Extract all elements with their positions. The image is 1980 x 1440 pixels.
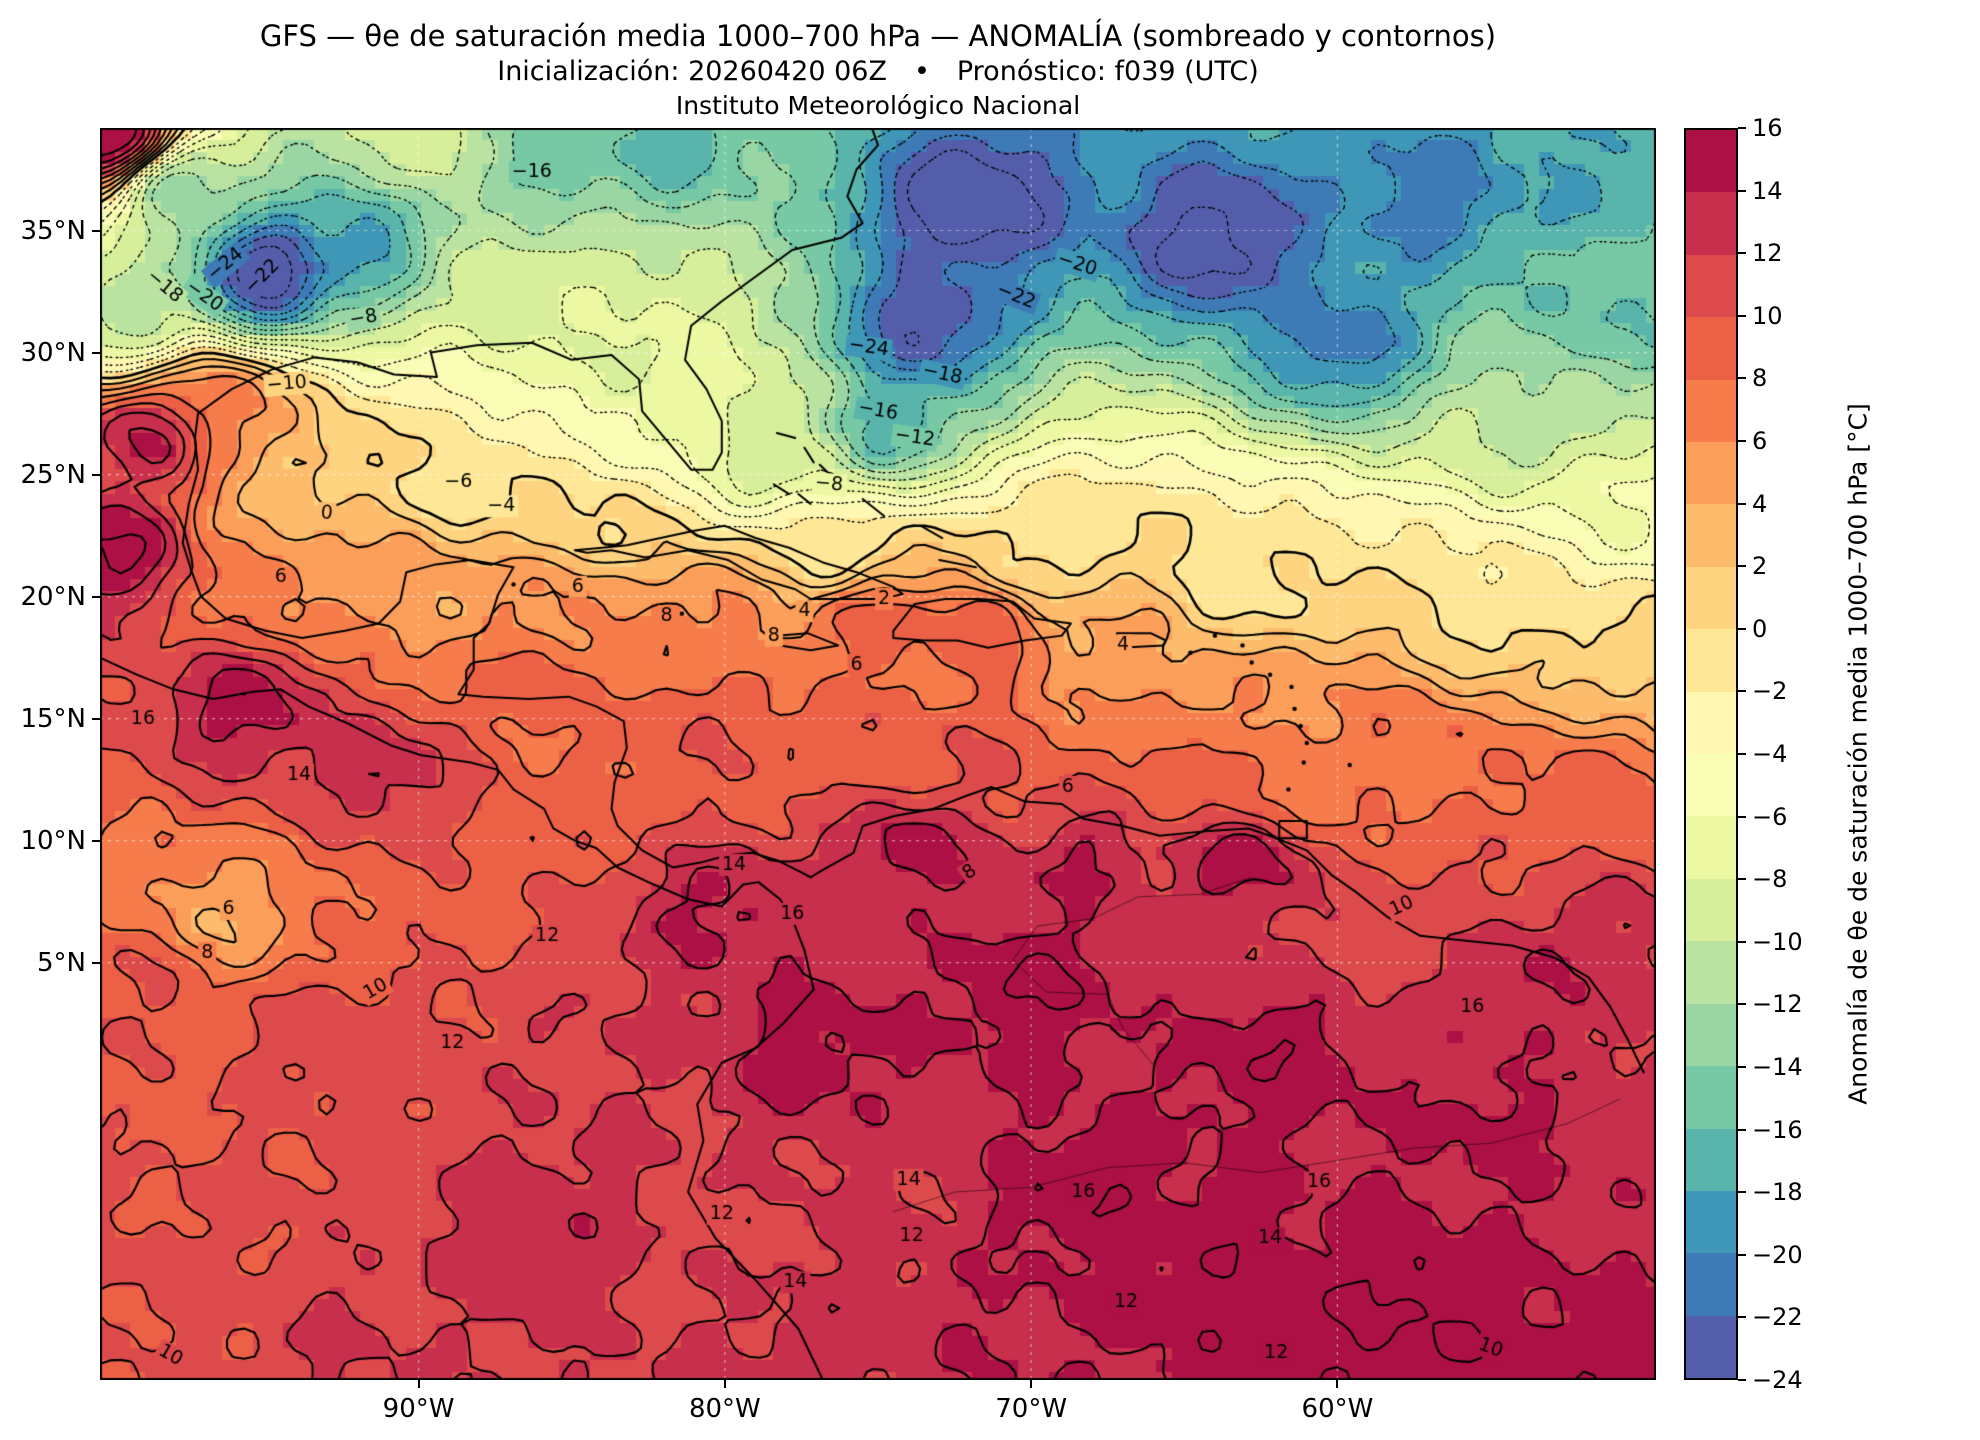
colorbar-tick-mark <box>1738 627 1746 630</box>
colorbar-tick-mark <box>1738 1128 1746 1131</box>
y-tick-mark <box>92 595 100 598</box>
colorbar-segment <box>1686 691 1736 755</box>
colorbar-tick-label: −4 <box>1752 740 1788 768</box>
colorbar-tick-label: 6 <box>1752 427 1768 455</box>
colorbar-segment <box>1686 1003 1736 1067</box>
colorbar-segment <box>1686 1253 1736 1316</box>
colorbar-tick-label: −24 <box>1752 1366 1803 1394</box>
map-canvas <box>100 128 1656 1380</box>
colorbar-tick-label: 4 <box>1752 489 1768 518</box>
y-tick-mark <box>92 839 100 842</box>
colorbar-tick-mark <box>1738 1003 1746 1006</box>
y-tick-label: 25°N <box>20 459 86 490</box>
y-tick-label: 10°N <box>20 825 86 856</box>
x-tick-label: 60°W <box>1301 1394 1374 1424</box>
colorbar-tick-mark <box>1738 1379 1746 1381</box>
x-tick-label: 70°W <box>995 1394 1068 1424</box>
colorbar-tick-mark <box>1738 377 1746 380</box>
colorbar-segment <box>1686 1315 1736 1379</box>
colorbar-tick-label: −8 <box>1752 865 1788 894</box>
colorbar-segment <box>1686 941 1736 1004</box>
y-tick-label: 5°N <box>37 947 86 978</box>
colorbar-segment <box>1686 816 1736 879</box>
chart-institution: Instituto Meteorológico Nacional <box>675 90 1081 120</box>
x-tick-mark <box>723 1380 726 1388</box>
colorbar-segment <box>1686 754 1736 817</box>
colorbar-tick-label: 10 <box>1752 301 1783 330</box>
colorbar-segment <box>1686 504 1736 567</box>
colorbar-tick-mark <box>1738 1191 1746 1194</box>
colorbar-tick-mark <box>1738 440 1746 442</box>
y-tick-mark <box>92 717 100 720</box>
y-tick-label: 20°N <box>20 581 86 612</box>
colorbar-tick-mark <box>1738 753 1746 755</box>
colorbar-tick-mark <box>1738 878 1746 881</box>
colorbar-tick-label: −22 <box>1752 1303 1803 1332</box>
colorbar-segment <box>1686 878 1736 942</box>
colorbar-tick-mark <box>1738 252 1746 255</box>
colorbar-segment <box>1686 629 1736 692</box>
chart-subtitle: Inicialización: 20260420 06Z • Pronóstic… <box>497 56 1259 88</box>
colorbar-tick-mark <box>1738 1316 1746 1319</box>
colorbar-tick-mark <box>1738 565 1746 568</box>
colorbar-segment <box>1686 1128 1736 1191</box>
colorbar-label: Anomalía de θe de saturación media 1000–… <box>1843 403 1873 1105</box>
colorbar-segment <box>1686 192 1736 255</box>
colorbar-tick-label: −10 <box>1752 927 1803 956</box>
colorbar-tick-label: 16 <box>1752 114 1783 142</box>
colorbar-tick-label: −20 <box>1752 1240 1803 1269</box>
colorbar-tick-label: 8 <box>1752 364 1768 393</box>
y-tick-label: 35°N <box>20 215 86 246</box>
colorbar-tick-mark <box>1738 127 1746 129</box>
colorbar-tick-mark <box>1738 502 1746 505</box>
colorbar-tick-label: 2 <box>1752 552 1768 581</box>
colorbar-segment <box>1686 566 1736 630</box>
colorbar-tick-label: −14 <box>1752 1053 1803 1081</box>
y-tick-mark <box>92 229 100 232</box>
colorbar-segment <box>1686 317 1736 380</box>
colorbar-tick-label: 0 <box>1752 614 1768 643</box>
y-tick-mark <box>92 473 100 476</box>
colorbar-tick-mark <box>1738 940 1746 943</box>
chart-title: GFS — θe de saturación media 1000–700 hP… <box>259 19 1497 53</box>
colorbar-tick-mark <box>1738 1066 1746 1068</box>
colorbar-tick-label: −6 <box>1752 802 1788 831</box>
colorbar-tick-label: −12 <box>1752 990 1803 1019</box>
colorbar <box>1684 128 1738 1380</box>
y-tick-mark <box>92 961 100 964</box>
x-tick-mark <box>1336 1380 1339 1388</box>
y-tick-label: 15°N <box>20 703 86 734</box>
colorbar-segment <box>1686 1066 1736 1129</box>
titles-block: GFS — θe de saturación media 1000–700 hP… <box>100 18 1656 122</box>
y-tick-label: 30°N <box>20 337 86 368</box>
colorbar-tick-label: 12 <box>1752 239 1783 268</box>
colorbar-tick-mark <box>1738 815 1746 818</box>
colorbar-segment <box>1686 442 1736 505</box>
colorbar-tick-mark <box>1738 189 1746 192</box>
x-tick-label: 80°W <box>688 1394 761 1424</box>
y-tick-mark <box>92 351 100 354</box>
colorbar-tick-mark <box>1738 690 1746 693</box>
colorbar-tick-label: −2 <box>1752 677 1788 706</box>
colorbar-segment <box>1686 254 1736 318</box>
colorbar-tick-label: −18 <box>1752 1178 1803 1207</box>
colorbar-tick-label: −16 <box>1752 1115 1803 1144</box>
colorbar-tick-mark <box>1738 1253 1746 1256</box>
colorbar-tick-label: 14 <box>1752 176 1783 205</box>
x-tick-label: 90°W <box>382 1394 455 1424</box>
colorbar-segment <box>1686 1190 1736 1254</box>
colorbar-tick-mark <box>1738 314 1746 317</box>
colorbar-segment <box>1686 130 1736 193</box>
colorbar-segment <box>1686 379 1736 443</box>
x-tick-mark <box>417 1380 420 1388</box>
x-tick-mark <box>1030 1380 1033 1388</box>
